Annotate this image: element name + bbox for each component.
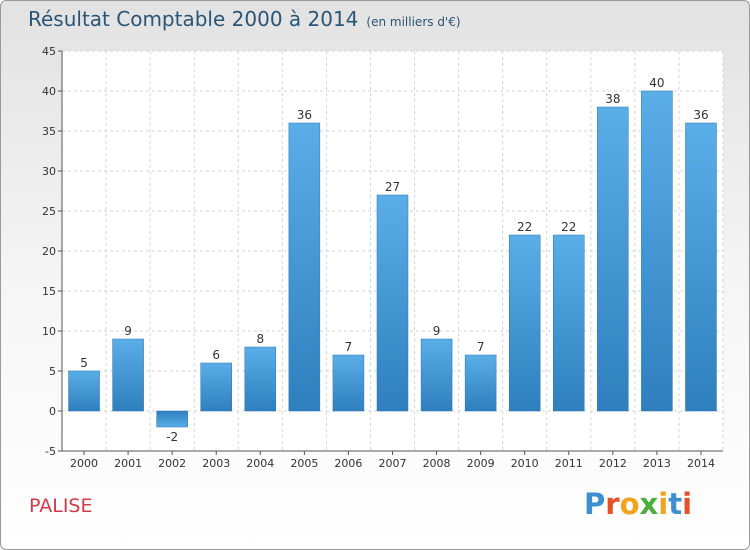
data-label-2013: 40 [649,76,664,90]
y-tick-label: 20 [42,245,56,258]
bar-2007 [376,194,409,412]
data-label-2014: 36 [693,108,708,122]
data-label-2002: -2 [166,430,178,444]
y-tick-label: 0 [49,405,56,418]
logo-letter: x [639,487,659,521]
x-tick-label-2011: 2011 [555,457,583,470]
axis-layer: -5 0 5 10 15 20 25 30 35 40 45 2000 2001 2002 2003 2004… [42,45,723,470]
data-label-2000: 5 [80,356,88,370]
bar-2003 [200,362,232,412]
x-tick-label-2010: 2010 [511,457,539,470]
data-label-2010: 22 [517,220,532,234]
x-tick-label-2002: 2002 [158,457,186,470]
bar-2013 [641,90,673,412]
bar-2011 [553,234,585,412]
commune-name: PALISE [29,495,93,517]
data-label-2012: 38 [605,92,620,106]
y-tick-label: 30 [42,165,56,178]
bar-2005 [288,122,321,412]
bar-2000 [68,370,100,412]
bar-2012 [597,106,629,412]
x-tick-label-2001: 2001 [114,457,142,470]
data-label-2004: 8 [256,332,264,346]
data-label-2009: 7 [477,340,485,354]
x-tick-label-2008: 2008 [423,457,451,470]
bar-2001 [112,338,144,412]
logo-letter: i [682,487,693,521]
data-label-2006: 7 [345,340,353,354]
x-tick-label-2013: 2013 [643,457,671,470]
y-tick-label: 5 [49,365,56,378]
bar-2002 [156,410,188,428]
y-tick-label: -5 [45,445,56,458]
chart-subtitle: (en milliers d'€) [366,15,461,29]
data-label-2005: 36 [297,108,312,122]
y-tick-label: 25 [42,205,56,218]
x-tick-label-2009: 2009 [467,457,495,470]
logo-letter: i [658,487,669,521]
bar-2006 [332,354,365,412]
bar-2009 [464,354,497,412]
x-tick-label-2014: 2014 [687,457,715,470]
bar-2008 [420,338,453,412]
y-tick-label: 10 [42,325,56,338]
data-label-2001: 9 [124,324,132,338]
x-tick-label-2004: 2004 [246,457,274,470]
bar-2004 [244,346,277,412]
bars-layer: 5 9 -2 6 8 36 7 27 9 7 22 22 38 40 36 [68,76,717,444]
x-tick-label-2006: 2006 [334,457,362,470]
x-tick-label-2003: 2003 [202,457,230,470]
proxiti-logo: Proxiti [584,487,692,521]
x-tick-label-2000: 2000 [70,457,98,470]
y-tick-label: 40 [42,85,56,98]
data-label-2008: 9 [433,324,441,338]
x-tick-label-2007: 2007 [379,457,407,470]
y-tick-label: 35 [42,125,56,138]
data-label-2003: 6 [212,348,220,362]
x-tick-label-2005: 2005 [290,457,318,470]
y-tick-label: 15 [42,285,56,298]
chart-title-text: Résultat Comptable 2000 à 2014 [28,7,359,31]
logo-letter: P [584,487,606,521]
logo-letter: o [619,487,640,521]
bar-2014 [685,122,717,412]
data-label-2011: 22 [561,220,576,234]
chart-title: Résultat Comptable 2000 à 2014 (en millie… [28,7,461,31]
data-label-2007: 27 [385,180,400,194]
x-tick-label-2012: 2012 [599,457,627,470]
logo-letter: t [668,487,683,521]
y-tick-label: 45 [42,45,56,58]
bar-2010 [508,234,541,412]
logo-letter: r [605,487,620,521]
